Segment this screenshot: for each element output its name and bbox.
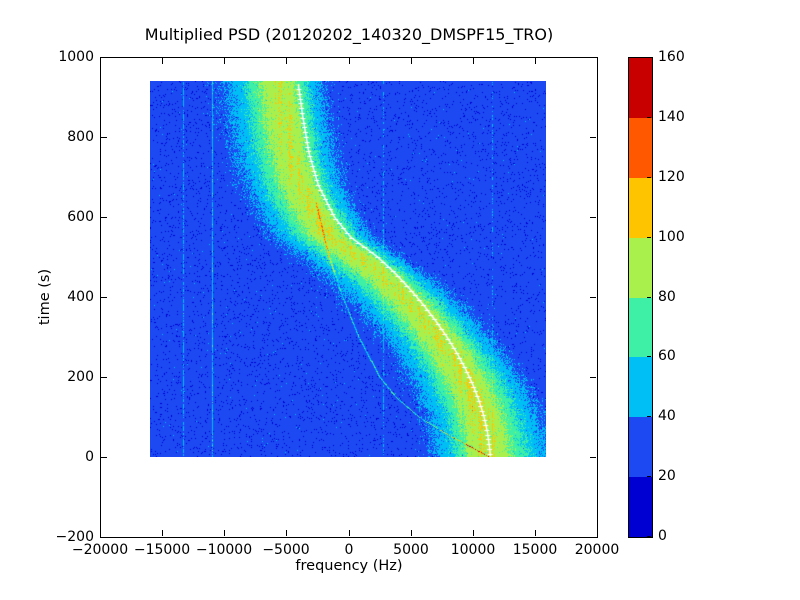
y-tick-mark: [101, 137, 107, 138]
y-tick-mark: [101, 297, 107, 298]
colorbar-tick-mark: [647, 356, 651, 357]
y-tick-mark: [101, 217, 107, 218]
x-tick-mark: [473, 58, 474, 64]
colorbar-tick-mark: [647, 117, 651, 118]
x-tick-mark: [162, 58, 163, 64]
x-tick-label: 0: [344, 542, 354, 558]
x-tick-label: 10000: [450, 542, 496, 558]
y-tick-mark: [101, 457, 107, 458]
colorbar-tick-label: 140: [658, 109, 685, 125]
y-tick-mark: [590, 377, 596, 378]
y-tick-mark: [590, 537, 596, 538]
colorbar-segment: [629, 177, 652, 238]
colorbar-tick-label: 20: [658, 468, 676, 484]
colorbar-segment: [629, 357, 652, 418]
y-tick-label: 600: [67, 209, 94, 225]
colorbar-tick-mark: [647, 57, 651, 58]
colorbar-tick-label: 80: [658, 289, 676, 305]
x-tick-mark: [473, 530, 474, 536]
y-tick-mark: [101, 537, 107, 538]
x-tick-label: −10000: [195, 542, 253, 558]
colorbar-tick-mark: [647, 237, 651, 238]
y-tick-mark: [590, 297, 596, 298]
x-tick-mark: [224, 530, 225, 536]
y-tick-label: −200: [55, 529, 94, 545]
colorbar-segment: [629, 417, 652, 478]
y-tick-mark: [101, 57, 107, 58]
x-tick-mark: [286, 530, 287, 536]
x-tick-mark: [411, 58, 412, 64]
y-tick-mark: [590, 457, 596, 458]
y-tick-mark: [101, 377, 107, 378]
colorbar-segment: [629, 297, 652, 358]
colorbar-tick-mark: [647, 536, 651, 537]
colorbar-segment: [629, 117, 652, 178]
colorbar-segment: [629, 237, 652, 298]
colorbar-tick-mark: [647, 416, 651, 417]
colorbar-segment: [629, 58, 652, 118]
colorbar-tick-label: 0: [658, 528, 667, 544]
heatmap-canvas: [150, 81, 546, 457]
y-tick-label: 800: [67, 129, 94, 145]
x-tick-mark: [349, 530, 350, 536]
x-tick-mark: [535, 58, 536, 64]
x-tick-mark: [286, 58, 287, 64]
colorbar-tick-mark: [647, 476, 651, 477]
x-tick-mark: [535, 530, 536, 536]
y-tick-mark: [590, 57, 596, 58]
x-tick-label: 15000: [512, 542, 558, 558]
colorbar-tick-mark: [647, 297, 651, 298]
x-tick-label: 5000: [393, 542, 429, 558]
x-tick-mark: [100, 530, 101, 536]
x-tick-mark: [597, 530, 598, 536]
x-tick-label: −20000: [71, 542, 129, 558]
colorbar-tick-label: 100: [658, 229, 685, 245]
colorbar-segment: [629, 477, 652, 537]
y-tick-label: 1000: [58, 49, 94, 65]
x-tick-mark: [162, 530, 163, 536]
colorbar: [628, 57, 653, 538]
x-tick-mark: [224, 58, 225, 64]
x-tick-mark: [100, 58, 101, 64]
x-tick-label: 20000: [574, 542, 620, 558]
colorbar-tick-label: 160: [658, 49, 685, 65]
x-tick-label: −15000: [133, 542, 191, 558]
y-tick-label: 200: [67, 369, 94, 385]
x-tick-label: −5000: [262, 542, 310, 558]
y-tick-label: 0: [85, 449, 94, 465]
y-tick-mark: [590, 217, 596, 218]
y-tick-label: 400: [67, 289, 94, 305]
colorbar-tick-label: 40: [658, 408, 676, 424]
colorbar-tick-label: 120: [658, 169, 685, 185]
x-tick-mark: [597, 58, 598, 64]
x-axis-label: frequency (Hz): [295, 558, 403, 574]
y-tick-mark: [590, 137, 596, 138]
colorbar-tick-mark: [647, 177, 651, 178]
x-tick-mark: [349, 58, 350, 64]
colorbar-tick-label: 60: [658, 348, 676, 364]
x-tick-mark: [411, 530, 412, 536]
chart-title: Multiplied PSD (20120202_140320_DMSPF15_…: [144, 25, 554, 44]
